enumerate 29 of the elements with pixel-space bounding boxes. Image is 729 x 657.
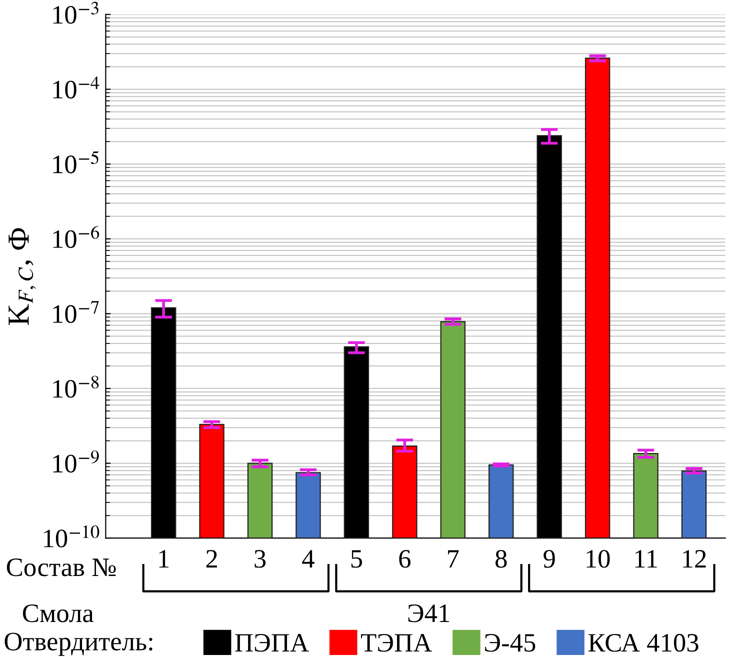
legend-label: КСА 4103: [588, 634, 698, 652]
y-axis-title: K$_{F,C}$, Ф: [8, 228, 36, 326]
x-tick-label: 12: [683, 550, 706, 568]
x-tick-label: 3: [254, 550, 266, 568]
x-tick-label: 5: [351, 550, 362, 568]
legend-label: ПЭПА: [235, 634, 309, 652]
x-tick-label: 11: [635, 550, 657, 568]
y-tick-label: 10$^{−4}$: [53, 76, 100, 99]
y-tick-label: 10$^{−6}$: [53, 226, 100, 248]
legend-title: Отвердитель:: [4, 632, 152, 656]
x-tick-label: 10: [586, 550, 610, 568]
text: Смола: [22, 604, 94, 622]
x-tick-label: 7: [448, 550, 459, 568]
y-tick-label: 10$^{−7}$: [53, 301, 99, 323]
text: Э41: [408, 604, 450, 622]
y-tick-label: 10$^{−9}$: [53, 450, 99, 473]
y-tick-label: 10$^{−10}$: [44, 525, 100, 548]
x-tick-label: 1: [159, 550, 169, 568]
y-tick-label: 10$^{−5}$: [53, 151, 99, 174]
x-axis-title: Состав №: [6, 558, 116, 576]
y-tick-label: 10$^{−8}$: [53, 376, 99, 398]
x-tick-label: 2: [206, 550, 217, 568]
x-tick-label: 9: [544, 550, 555, 568]
y-tick-label: 10$^{−3}$: [53, 2, 98, 24]
x-tick-label: 8: [496, 550, 507, 568]
x-tick-label: 4: [302, 550, 314, 568]
legend-label: ТЭПА: [361, 634, 432, 652]
legend-label: Э-45: [485, 634, 536, 652]
x-tick-label: 6: [399, 550, 410, 568]
